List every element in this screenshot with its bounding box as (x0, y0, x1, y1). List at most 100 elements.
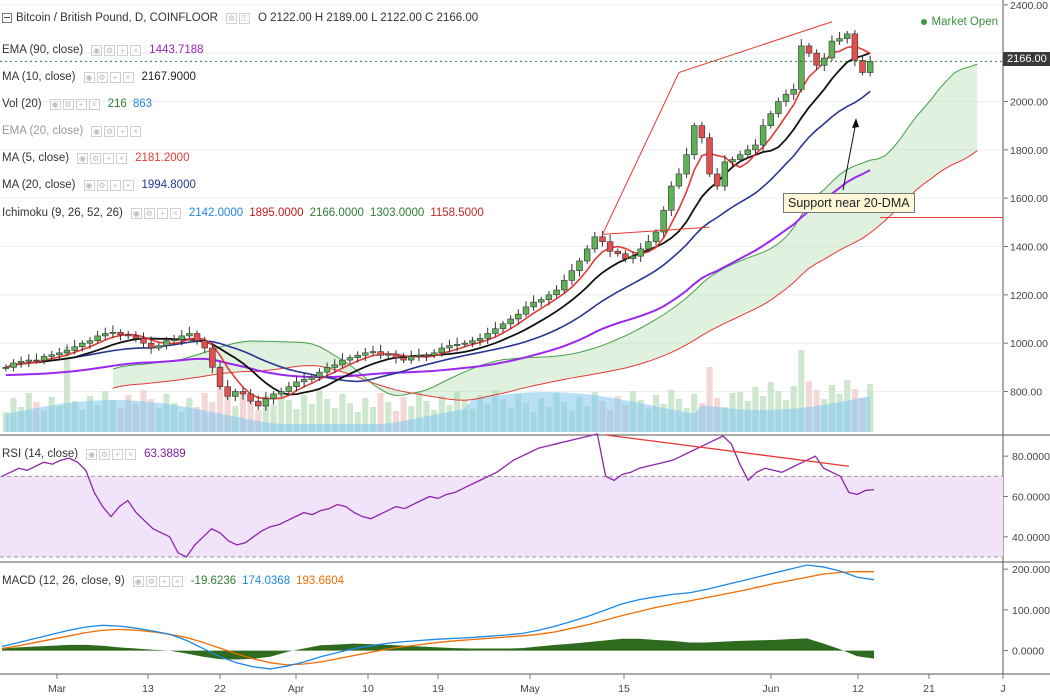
indicator-controls[interactable]: ◉ ⚙ + × (91, 44, 142, 56)
indicator-legend-row: Vol (20) ◉ ⚙ + × 216 863 (2, 96, 158, 112)
add-icon[interactable]: + (109, 71, 121, 83)
settings-icon[interactable]: ⚙ (104, 125, 116, 137)
rsi-name[interactable]: RSI (14, close) (2, 448, 79, 460)
settings-icon[interactable]: ⚙ (145, 575, 157, 587)
close-icon[interactable]: × (88, 98, 100, 110)
rsi-controls[interactable]: ◉ ⚙ + × (86, 448, 137, 460)
close-icon[interactable]: × (130, 125, 142, 137)
rsi-tick-label: 40.0000 (1012, 532, 1050, 544)
candle-body (522, 306, 530, 315)
close-icon[interactable]: × (171, 575, 183, 587)
close-icon[interactable]: × (130, 44, 142, 56)
candle (193, 330, 201, 345)
eye-icon[interactable]: ◉ (86, 448, 98, 460)
indicator-name[interactable]: EMA (20, close) (2, 125, 84, 137)
price-tick-label: 2400.00 (1010, 0, 1048, 12)
candle (866, 55, 874, 77)
symbol-title[interactable]: Bitcoin / British Pound, D, COINFLOOR (16, 12, 218, 24)
time-tick-label: 12 (852, 683, 864, 695)
volume-ma-area (5, 392, 871, 432)
support-annotation[interactable]: Support near 20-DMA (783, 193, 915, 213)
collapse-icon[interactable] (2, 13, 12, 23)
eye-icon[interactable]: ◉ (77, 152, 89, 164)
candle (262, 391, 270, 411)
candle-body (545, 294, 553, 300)
close-icon[interactable]: × (122, 179, 134, 191)
indicator-value: 1443.7188 (149, 44, 204, 56)
indicator-controls[interactable]: ◉ ⚙ + × (49, 98, 100, 110)
candle (553, 285, 560, 298)
indicator-controls[interactable]: ◉ ⚙ + × (77, 152, 128, 164)
candle (568, 263, 576, 286)
eye-icon[interactable]: ◉ (49, 98, 61, 110)
indicator-controls[interactable]: ◉ ⚙ + × (91, 125, 142, 137)
settings-icon[interactable]: ⚙ (62, 98, 74, 110)
candle-body (178, 335, 185, 340)
macd-controls[interactable]: ◉ ⚙ + × (132, 575, 183, 587)
candle-body (866, 61, 874, 73)
indicator-name[interactable]: Vol (20) (2, 98, 42, 110)
rsi-band (0, 476, 1003, 557)
indicator-name[interactable]: MA (5, close) (2, 152, 70, 164)
candle-body (392, 353, 400, 358)
indicator-controls[interactable]: ◉ ⚙ + × (130, 207, 181, 219)
eye-icon[interactable]: ◉ (91, 44, 103, 56)
eye-icon[interactable]: ◉ (91, 125, 103, 137)
settings-icon[interactable]: ⚙ (225, 12, 237, 24)
settings-icon[interactable]: ⚙ (96, 71, 108, 83)
indicator-name[interactable]: MA (10, close) (2, 71, 76, 83)
candle (400, 352, 407, 363)
add-icon[interactable]: + (112, 448, 124, 460)
candle-body (316, 371, 323, 378)
close-icon[interactable]: × (122, 71, 134, 83)
indicator-name[interactable]: EMA (90, close) (2, 44, 84, 56)
add-icon[interactable]: + (109, 179, 121, 191)
candle-body (117, 331, 124, 336)
candle (538, 296, 545, 307)
settings-icon[interactable]: ⚙ (104, 44, 116, 56)
candle (698, 121, 706, 144)
candle (798, 39, 805, 93)
add-icon[interactable]: + (158, 575, 170, 587)
settings-icon[interactable]: ⚙ (90, 152, 102, 164)
add-icon[interactable]: + (117, 125, 129, 137)
settings-icon[interactable]: ⚙ (143, 207, 155, 219)
candle-body (736, 154, 744, 160)
time-tick-label: 10 (362, 683, 374, 695)
settings-icon[interactable]: ⚙ (96, 179, 108, 191)
candle-body (798, 45, 805, 90)
candle-body (2, 367, 10, 369)
settings-icon[interactable]: ⚙ (99, 448, 111, 460)
close-icon[interactable]: × (125, 448, 137, 460)
eye-icon[interactable]: ◉ (83, 179, 95, 191)
candle (469, 336, 476, 348)
close-icon[interactable]: × (116, 152, 128, 164)
add-icon[interactable]: + (156, 207, 168, 219)
symbol-controls[interactable]: ⚙ ⚿ (225, 12, 250, 24)
add-icon[interactable]: + (117, 44, 129, 56)
candle-body (721, 161, 729, 187)
macd-tick-label: 200.0000 (1012, 564, 1050, 576)
indicator-controls[interactable]: ◉ ⚙ + × (83, 71, 134, 83)
add-icon[interactable]: + (103, 152, 115, 164)
macd-legend: MACD (12, 26, close, 9) ◉ ⚙ + × -19.6236 17… (2, 573, 350, 589)
volume-bar (346, 403, 354, 432)
eye-icon[interactable]: ◉ (132, 575, 144, 587)
macd-name[interactable]: MACD (12, 26, close, 9) (2, 575, 125, 587)
eye-icon[interactable]: ◉ (130, 207, 142, 219)
add-icon[interactable]: + (75, 98, 87, 110)
macd-histogram (2, 638, 874, 660)
candle-body (17, 360, 25, 364)
candle (63, 344, 71, 356)
indicator-name[interactable]: MA (20, close) (2, 179, 76, 191)
close-icon[interactable]: × (169, 207, 181, 219)
candle-body (683, 154, 690, 175)
candle (752, 139, 759, 155)
lock-icon[interactable]: ⚿ (238, 12, 250, 24)
indicator-controls[interactable]: ◉ ⚙ + × (83, 179, 134, 191)
indicator-name[interactable]: Ichimoku (9, 26, 52, 26) (2, 207, 123, 219)
candle-body (209, 347, 216, 368)
eye-icon[interactable]: ◉ (83, 71, 95, 83)
ema90-line (5, 169, 871, 379)
